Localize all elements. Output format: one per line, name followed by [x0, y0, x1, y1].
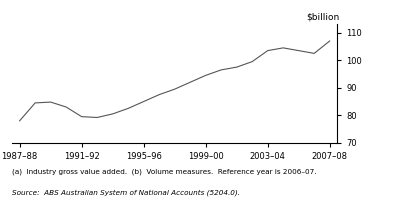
Text: (a)  Industry gross value added.  (b)  Volume measures.  Reference year is 2006–: (a) Industry gross value added. (b) Volu… [12, 168, 316, 175]
Text: $billion: $billion [306, 12, 339, 21]
Text: Source:  ABS Australian System of National Accounts (5204.0).: Source: ABS Australian System of Nationa… [12, 190, 240, 196]
